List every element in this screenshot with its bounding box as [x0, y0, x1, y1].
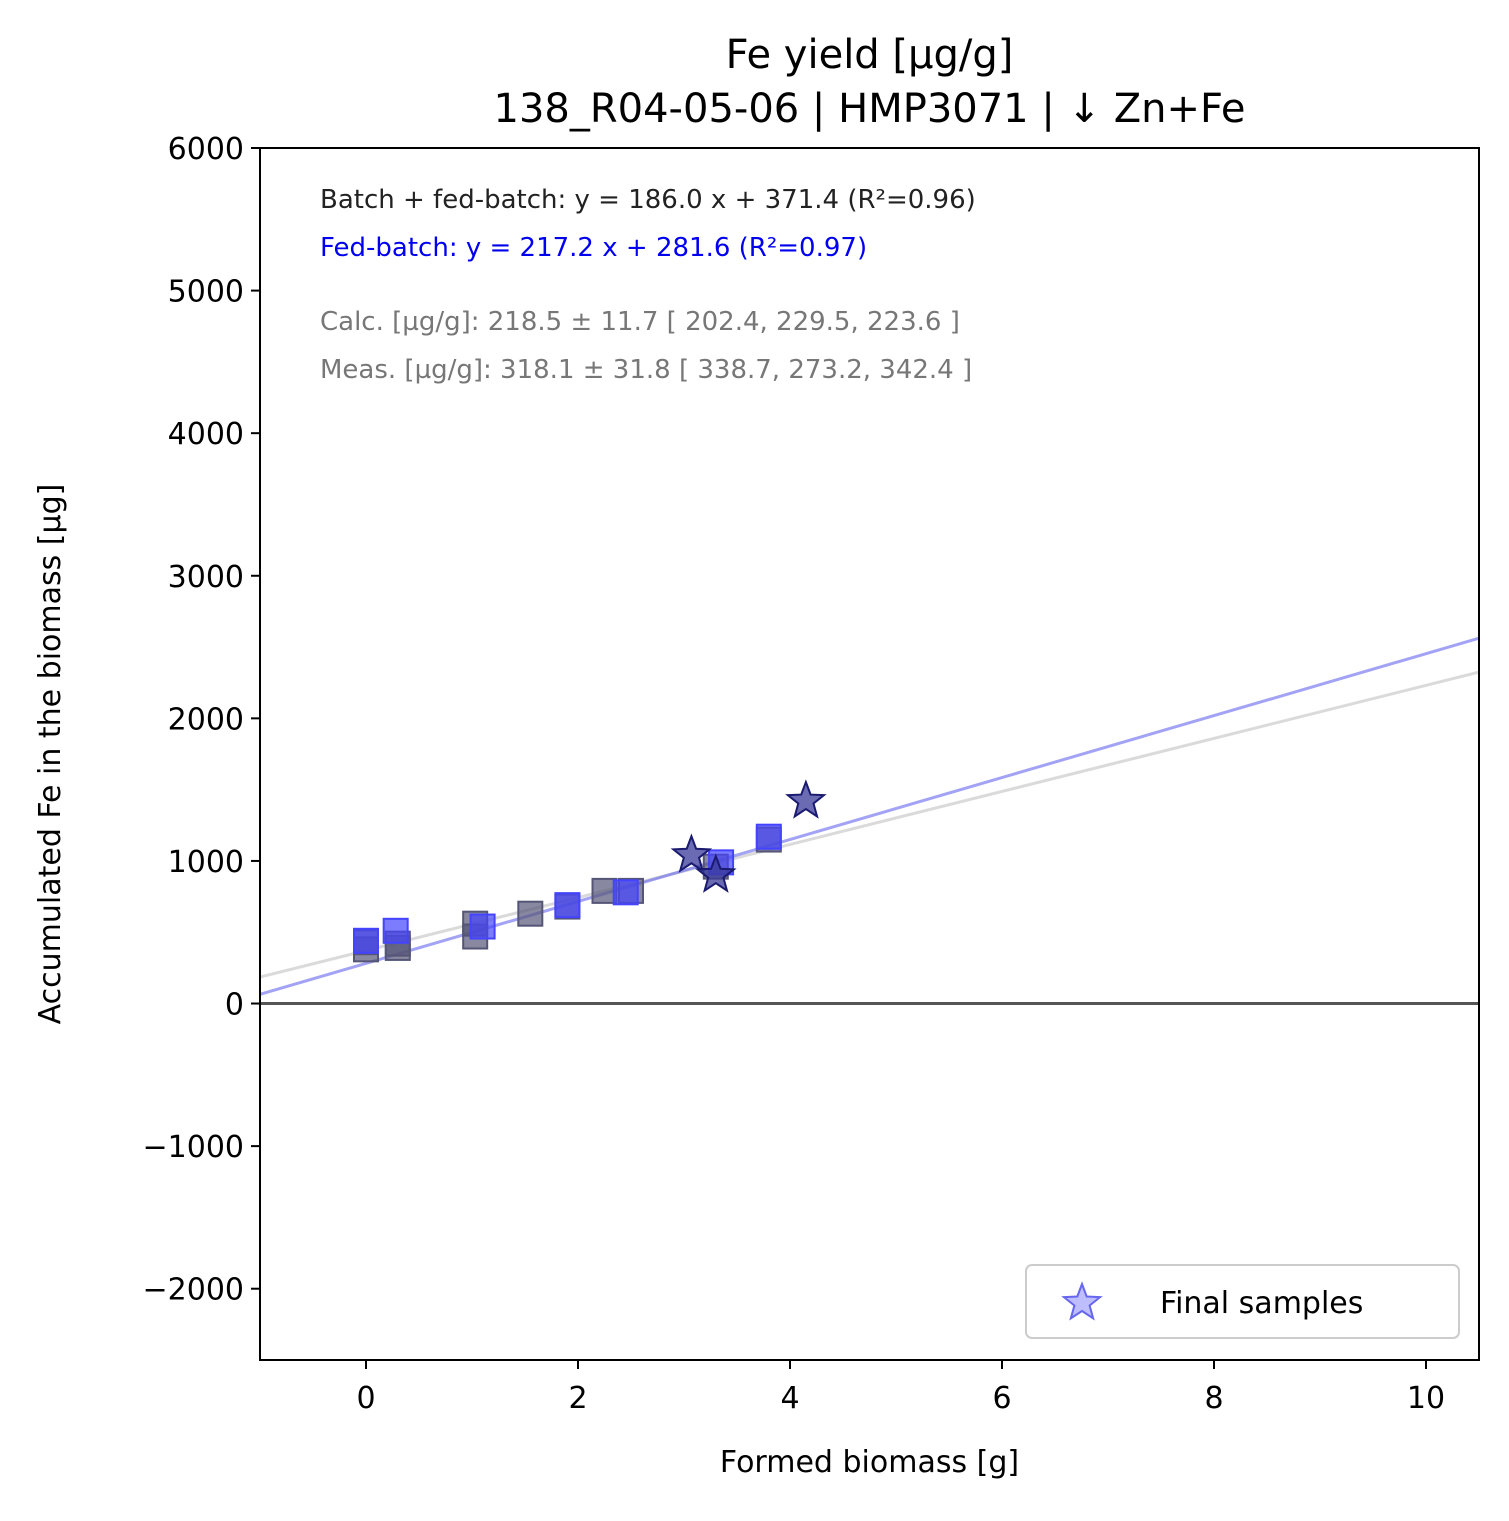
legend-star-icon: [1061, 1281, 1103, 1321]
y-tick-label: −2000: [143, 1273, 244, 1308]
y-tick-label: 4000: [168, 417, 244, 452]
x-axis-label: Formed biomass [g]: [720, 1445, 1019, 1480]
fit-fed-batch-line: [260, 636, 1479, 996]
plot-frame: [259, 147, 1480, 1361]
legend: Final samples: [1025, 1264, 1460, 1339]
y-tick-label: 3000: [168, 560, 244, 595]
chart-subtitle: 138_R04-05-06 | HMP3071 | ↓ Zn+Fe: [494, 86, 1246, 132]
y-tick-label: 0: [225, 988, 244, 1023]
y-tick-label: 2000: [168, 702, 244, 737]
data-point-star: [695, 853, 737, 893]
y-tick-label: 6000: [168, 132, 244, 167]
data-point-square: [353, 927, 379, 954]
data-point-star: [785, 779, 827, 819]
x-tick-label: 4: [780, 1381, 799, 1416]
y-tick-label: 1000: [168, 845, 244, 880]
data-point-square: [469, 913, 496, 940]
fit-lines-layer: [260, 636, 1479, 1006]
fit-batch-fed-batch-line: [260, 670, 1479, 979]
measured-yield-annotation: Meas. [µg/g]: 318.1 ± 31.8 [ 338.7, 273.…: [320, 355, 972, 385]
y-tick-label: 5000: [168, 275, 244, 310]
data-point-square: [382, 917, 409, 944]
x-tick-label: 6: [992, 1381, 1011, 1416]
x-tick-label: 8: [1204, 1381, 1223, 1416]
legend-label-final-samples: Final samples: [1160, 1286, 1363, 1321]
data-point-star: [670, 833, 713, 873]
data-point-square: [755, 823, 782, 850]
x-tick-label: 10: [1407, 1381, 1445, 1416]
x-tick-label: 0: [356, 1381, 375, 1416]
data-point-square: [554, 892, 581, 919]
chart-title: Fe yield [µg/g]: [726, 32, 1014, 78]
axes-layer: 0 2 4 6 8 10 −2000 −1000 0 1000 2000 3000 4000 5000 60…: [143, 132, 1480, 1416]
data-point-square: [612, 879, 639, 906]
y-tick-label: −1000: [143, 1130, 244, 1165]
legend-star-shape: [1061, 1281, 1103, 1321]
data-point-square: [517, 900, 544, 927]
annotation-layer: Batch + fed-batch: y = 186.0 x + 371.4 (…: [320, 185, 976, 385]
fit-annotation-fed-batch: Fed-batch: y = 217.2 x + 281.6 (R²=0.97): [320, 233, 867, 263]
calculated-yield-annotation: Calc. [µg/g]: 218.5 ± 11.7 [ 202.4, 229.…: [320, 307, 960, 337]
x-tick-label: 2: [568, 1381, 587, 1416]
legend-box: [1025, 1264, 1460, 1339]
fit-annotation-batch-fed-batch: Batch + fed-batch: y = 186.0 x + 371.4 (…: [320, 185, 976, 215]
data-points-layer: [353, 779, 827, 963]
y-axis-label: Accumulated Fe in the biomass [µg]: [33, 484, 68, 1025]
